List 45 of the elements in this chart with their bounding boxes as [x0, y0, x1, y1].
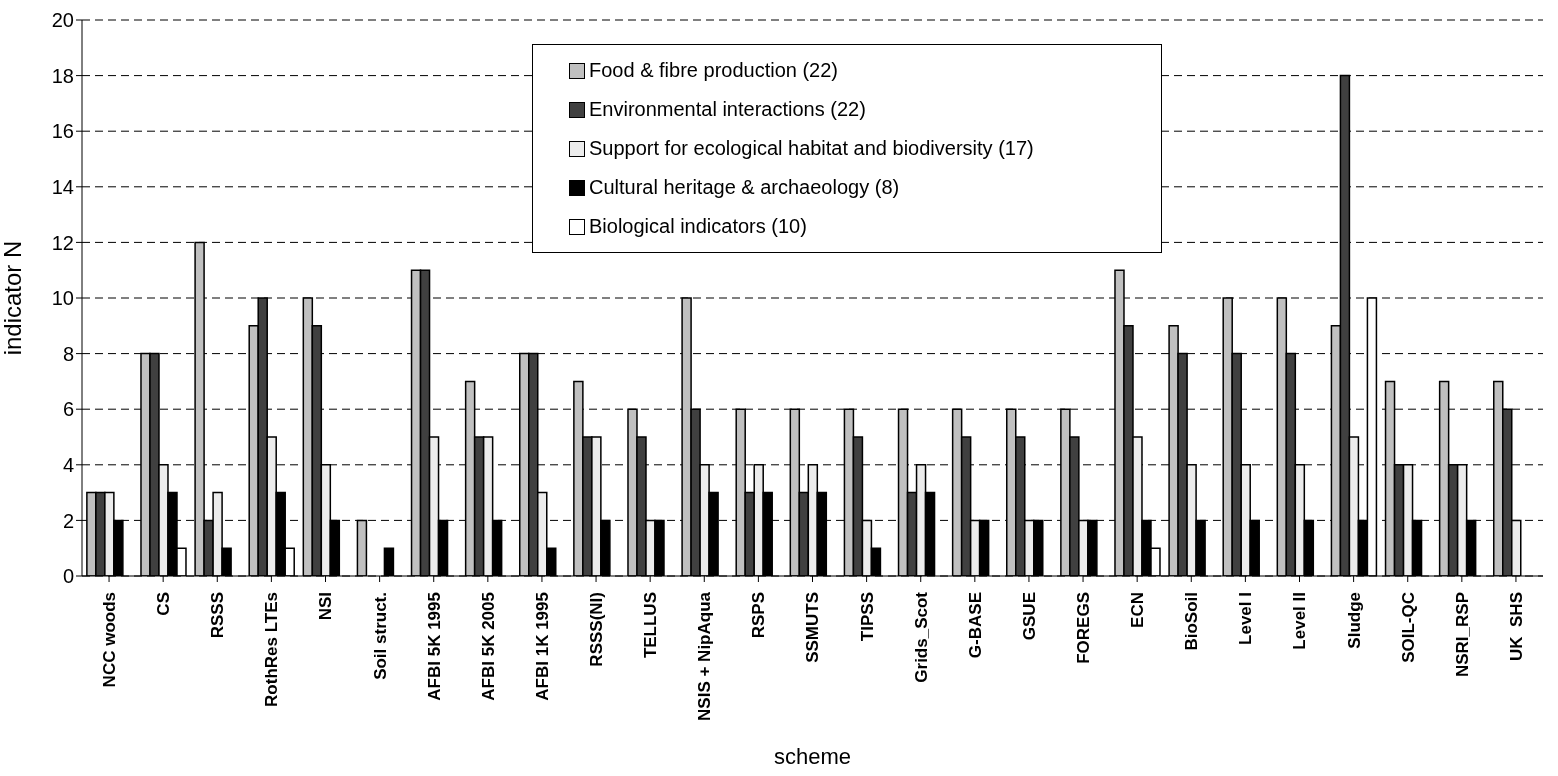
y-tick-label: 18	[51, 64, 74, 87]
x-tick-label: ECN	[1128, 592, 1148, 628]
x-tick-label: SOIL-QC	[1398, 592, 1418, 663]
y-tick-label: 20	[51, 9, 74, 32]
x-tick-label: NSI	[316, 592, 336, 621]
x-tick-label: G-BASE	[965, 592, 985, 659]
legend-label: Food & fibre production (22)	[589, 58, 839, 83]
legend-label: Biological indicators (10)	[589, 214, 807, 239]
legend-label: Support for ecological habitat and biodiversity (17)	[589, 136, 1034, 161]
x-tick-label: Soil struct.	[370, 592, 390, 680]
x-tick-label: RothRes LTEs	[262, 592, 282, 707]
x-tick-label: NSRI_RSP	[1452, 592, 1472, 678]
y-axis-title: indicator N	[0, 240, 26, 356]
x-tick-label: NCC woods	[100, 592, 120, 688]
x-tick-label: TELLUS	[641, 592, 661, 659]
y-tick-label: 12	[51, 231, 74, 254]
y-tick-label: 8	[62, 342, 74, 365]
x-tick-label: SSMUTS	[803, 592, 823, 663]
x-tick-label: GSUE	[1019, 592, 1039, 641]
x-tick-label: Level I	[1236, 592, 1256, 645]
x-tick-label: TIPSS	[857, 592, 877, 642]
x-tick-label: FOREGS	[1074, 592, 1094, 664]
x-tick-label: CS	[154, 592, 174, 616]
y-tick-label: 14	[51, 175, 74, 198]
x-tick-label: UK SHS	[1506, 592, 1526, 661]
x-tick-label: Level II	[1290, 592, 1310, 650]
x-tick-label: RSPS	[749, 592, 769, 639]
x-axis-title: scheme	[773, 744, 852, 769]
y-tick-label: 0	[62, 565, 74, 588]
y-tick-label: 16	[51, 120, 74, 143]
x-tick-label: BioSoil	[1182, 592, 1202, 651]
legend-label: Environmental interactions (22)	[589, 97, 866, 122]
x-tick-label: RSSS	[208, 592, 228, 639]
x-tick-label: Sludge	[1344, 592, 1364, 649]
y-tick-label: 2	[62, 509, 74, 532]
x-tick-label: AFBI 5K 2005	[478, 592, 498, 701]
x-tick-label: RSSS(NI)	[587, 592, 607, 667]
x-tick-label: NSIS + NipAqua	[695, 591, 715, 721]
x-tick-label: AFBI 5K 1995	[424, 592, 444, 701]
legend-label: Cultural heritage & archaeology (8)	[589, 175, 900, 200]
x-tick-label: AFBI 1K 1995	[532, 592, 552, 701]
y-tick-label: 6	[62, 398, 74, 421]
x-tick-label: Grids_Scot	[911, 591, 931, 683]
y-tick-label: 4	[62, 453, 74, 476]
y-tick-label: 10	[51, 287, 74, 310]
